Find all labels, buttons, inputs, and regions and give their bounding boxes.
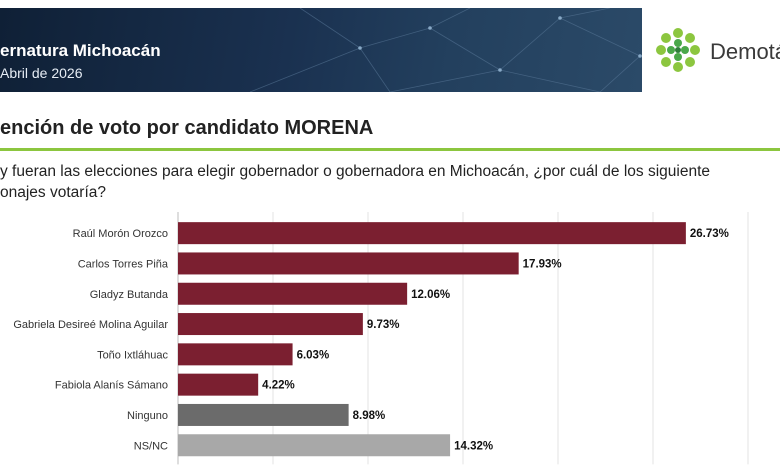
value-label: 12.06% <box>411 289 450 301</box>
accent-rule <box>0 148 780 151</box>
bar <box>178 313 363 336</box>
survey-question: y fueran las elecciones para elegir gobe… <box>0 161 780 203</box>
header-banner: ernatura Michoacán Abril de 2026 <box>0 8 642 92</box>
value-label: 9.73% <box>367 319 400 331</box>
bar <box>178 343 293 366</box>
banner-title: ernatura Michoacán <box>0 41 161 60</box>
bar <box>178 434 451 457</box>
category-label: Toño Ixtláhuac <box>97 349 168 361</box>
bar <box>178 222 686 245</box>
bar <box>178 403 349 426</box>
value-label: 6.03% <box>297 349 330 361</box>
category-label: Gabriela Desireé Molina Aguilar <box>13 319 168 331</box>
category-label: Ninguno <box>127 410 168 422</box>
network-pattern-graphic <box>249 8 642 92</box>
bar <box>178 252 519 275</box>
brand-name: Demotá <box>710 39 780 64</box>
category-label: NS/NC <box>134 440 168 452</box>
value-label: 14.32% <box>454 440 493 452</box>
bar <box>178 282 408 305</box>
value-label: 17.93% <box>523 258 562 270</box>
category-label: Fabiola Alanís Sámano <box>55 380 168 392</box>
question-line-2: onajes votaría? <box>0 184 106 201</box>
demotactica-logo: Demotá <box>652 25 780 75</box>
vote-intention-bar-chart: Raúl Morón Orozco 26.73% Carlos Torres Piñ… <box>13 212 749 465</box>
value-label: 4.22% <box>262 380 295 392</box>
question-line-1: y fueran las elecciones para elegir gobe… <box>0 163 711 180</box>
bar <box>178 373 259 396</box>
category-label: Carlos Torres Piña <box>78 258 169 270</box>
category-label: Raúl Morón Orozco <box>73 228 168 240</box>
category-label: Gladyz Butanda <box>90 289 169 301</box>
report-header: ernatura Michoacán Abril de 2026 <box>0 0 780 92</box>
banner-date: Abril de 2026 <box>0 65 83 81</box>
value-label: 26.73% <box>690 228 729 240</box>
section-title: ención de voto por candidato MORENA <box>0 117 374 139</box>
flower-logo-icon <box>656 28 700 72</box>
value-label: 8.98% <box>353 410 386 422</box>
